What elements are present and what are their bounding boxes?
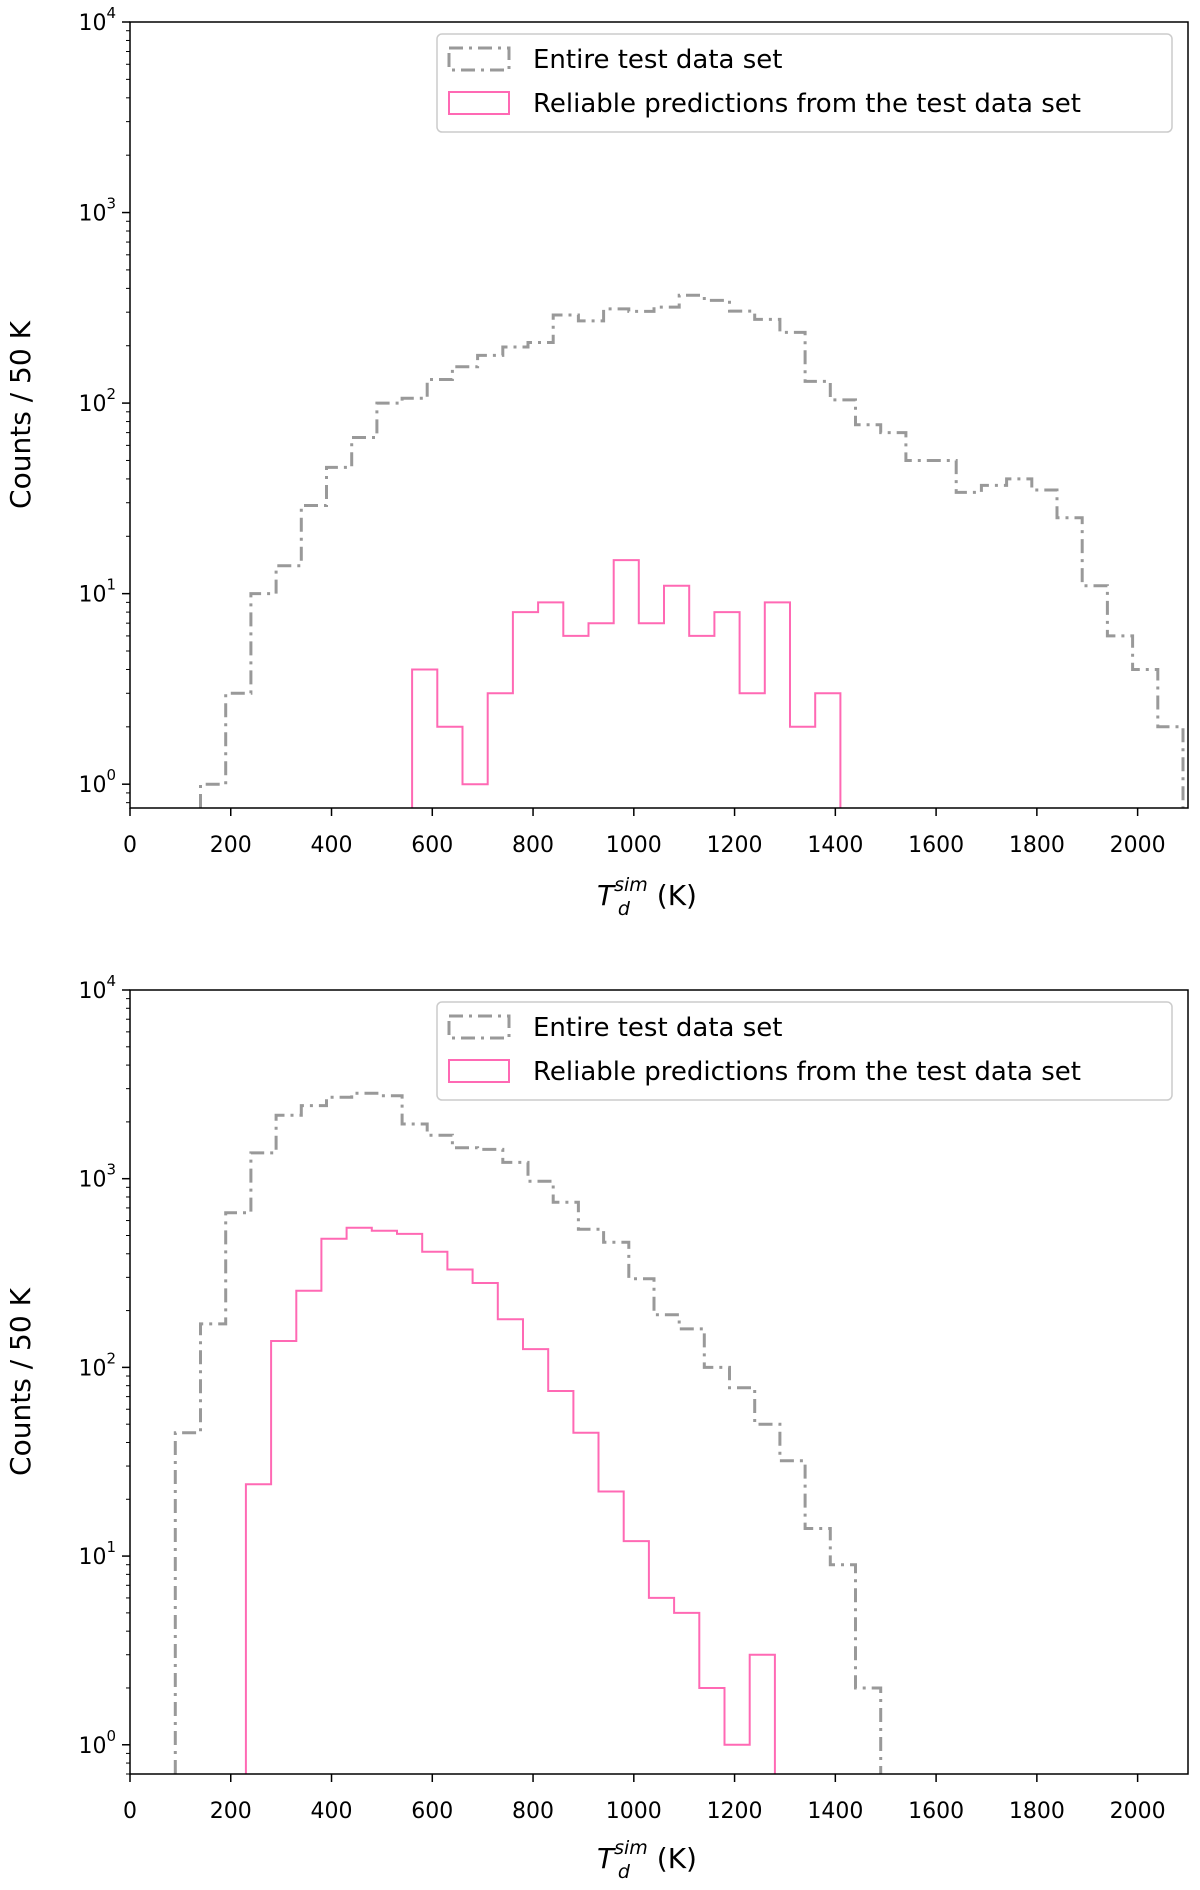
legend-handle-reliable [448,91,510,115]
legend-box [436,33,1173,133]
histogram-entire-series [173,1091,883,1774]
y-tick-label: 100 [78,1727,116,1759]
x-tick-label: 2000 [1110,1799,1166,1824]
x-tick-label: 1600 [908,833,964,858]
x-tick-label: 600 [411,833,453,858]
y-tick-label: 102 [78,1349,116,1381]
legend: Entire test data set Reliable predictions… [436,33,1173,133]
y-axis-label: Counts / 50 K [4,1287,37,1476]
plot-frame [129,989,1189,1775]
chart-panel-1: 0 200 400 600 800 1000 1200 1400 1600 1800 2000 100… [4,4,1189,920]
x-tick-label: 1200 [707,833,763,858]
x-tick-label: 1000 [606,833,662,858]
legend-label-entire: Entire test data set [533,1013,782,1043]
histogram-reliable-series [411,559,842,808]
x-tick-label: 200 [210,833,252,858]
y-tick-label: 101 [78,1538,116,1570]
x-tick-label: 1000 [606,1799,662,1824]
legend-handle-entire [447,1014,511,1040]
legend-label-entire: Entire test data set [533,45,782,75]
y-tick-label: 102 [78,385,116,417]
x-tick-label: 1400 [807,1799,863,1824]
x-tick-label: 1800 [1009,1799,1065,1824]
x-axis-label: Tsim d (K) [597,1837,697,1883]
y-tick-label: 104 [78,972,116,1004]
x-tick-label: 1600 [908,1799,964,1824]
plot-frame [129,21,1189,809]
y-tick-label: 104 [78,4,116,36]
y-axis-label: Counts / 50 K [4,320,37,509]
x-tick-label: 400 [311,833,353,858]
y-tick-label: 100 [78,766,116,798]
x-tick-label: 600 [411,1799,453,1824]
chart-panel-2: 0 200 400 600 800 1000 1200 1400 1600 1800 2000 100… [4,972,1189,1883]
x-tick-label: 1800 [1009,833,1065,858]
x-tick-label: 0 [123,833,137,858]
legend-label-reliable: Reliable predictions from the test data … [533,1057,1081,1087]
x-tick-label: 400 [311,1799,353,1824]
x-axis-label: Tsim d (K) [597,874,697,920]
y-tick-label: 103 [78,195,116,227]
legend-handle-reliable [448,1059,510,1083]
legend-box [436,1001,1173,1101]
x-tick-label: 800 [512,833,554,858]
histogram-reliable-series [244,1226,776,1774]
legend-handle-entire [447,46,511,72]
x-tick-label: 1200 [707,1799,763,1824]
legend-label-reliable: Reliable predictions from the test data … [533,89,1081,119]
x-tick-label: 2000 [1110,833,1166,858]
x-tick-label: 800 [512,1799,554,1824]
x-tick-label: 0 [123,1799,137,1824]
y-tick-label: 101 [78,576,116,608]
x-tick-label: 1400 [807,833,863,858]
y-tick-label: 103 [78,1161,116,1193]
legend: Entire test data set Reliable predictions… [436,1001,1173,1101]
x-tick-label: 200 [210,1799,252,1824]
histogram-entire-series [199,293,1185,808]
